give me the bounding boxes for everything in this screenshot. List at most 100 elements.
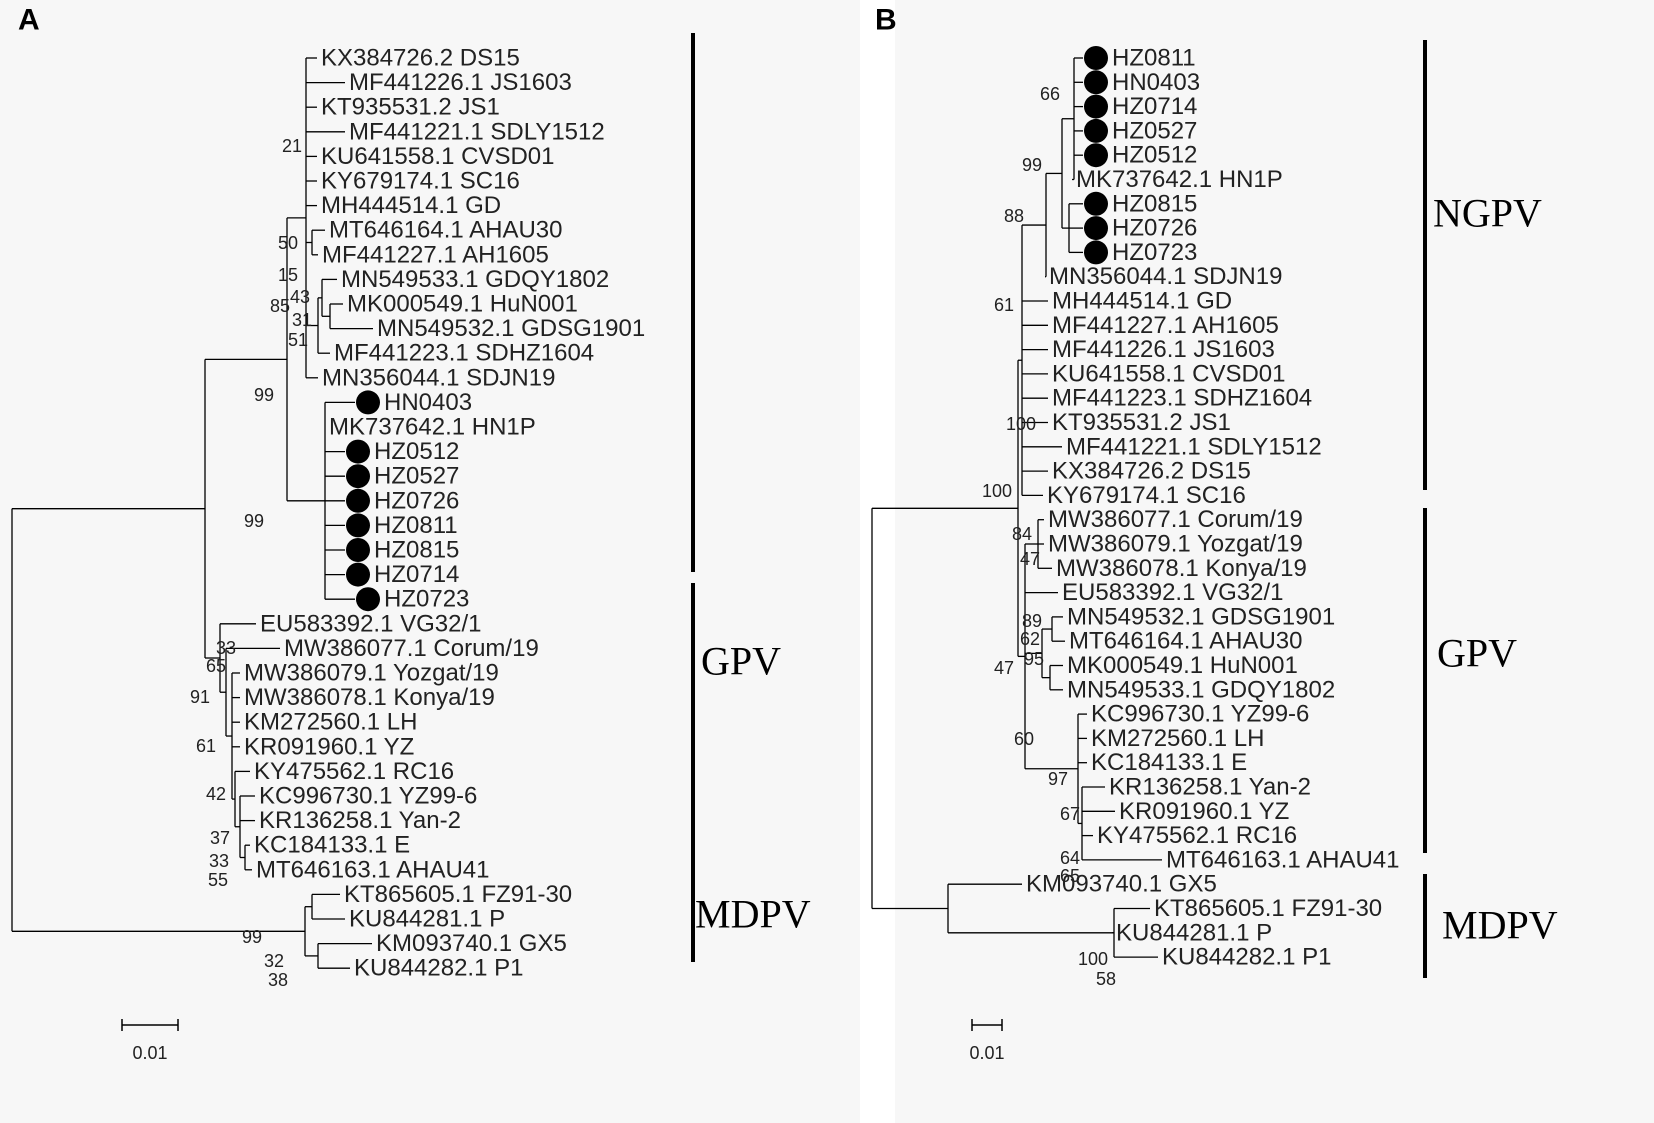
leaf-label: HZ0726 — [1112, 215, 1197, 242]
sample-marker-dot — [346, 562, 370, 587]
leaf-label: KT935531.2 JS1 — [1052, 409, 1231, 436]
leaf-label: MF441223.1 SDHZ1604 — [1052, 385, 1312, 412]
bootstrap-value: 47 — [994, 658, 1014, 678]
sample-marker-dot — [1084, 94, 1108, 119]
bootstrap-value: 99 — [244, 511, 264, 531]
bootstrap-value: 61 — [994, 295, 1014, 315]
sample-marker-dot — [1084, 216, 1108, 241]
leaf-label: HZ0811 — [374, 512, 458, 539]
leaf-label: MT646163.1 AHAU41 — [256, 856, 489, 883]
leaf-label: KM272560.1 LH — [1091, 725, 1264, 752]
leaf-label: KT865605.1 FZ91-30 — [344, 881, 572, 908]
clade-label: NGPV — [1433, 191, 1542, 236]
leaf-label: HZ0815 — [374, 537, 459, 564]
panel-b: HZ0811HN0403HZ0714HZ0527HZ0512MK737642.1… — [871, 4, 1558, 1063]
sample-marker-dot — [1084, 240, 1108, 265]
leaf-label: KY679174.1 SC16 — [1047, 482, 1246, 509]
leaf-label: MT646163.1 AHAU41 — [1166, 846, 1399, 873]
leaf-label: EU583392.1 VG32/1 — [1062, 579, 1284, 606]
leaf-label: KC184133.1 E — [254, 832, 410, 859]
sample-marker-dot — [356, 390, 380, 415]
leaf-label: HN0403 — [384, 389, 472, 416]
scale-label: 0.01 — [969, 1043, 1004, 1063]
leaf-label: MF441226.1 JS1603 — [349, 69, 572, 96]
bootstrap-value: 65 — [1060, 866, 1080, 886]
sample-marker-dot — [346, 439, 370, 464]
bootstrap-value: 50 — [278, 233, 298, 253]
leaf-label: MF441221.1 SDLY1512 — [349, 118, 605, 145]
leaf-label: HZ0512 — [1112, 142, 1197, 169]
leaf-label: HZ0527 — [374, 463, 459, 490]
leaf-label: EU583392.1 VG32/1 — [260, 610, 482, 637]
leaf-label: KU641558.1 CVSD01 — [1052, 360, 1285, 387]
leaf-label: HZ0723 — [384, 586, 469, 613]
bootstrap-value: 42 — [206, 784, 226, 804]
panel-letter: A — [18, 4, 40, 37]
leaf-label: HZ0714 — [374, 561, 459, 588]
leaf-label: MK000549.1 HuN001 — [1067, 652, 1298, 679]
bootstrap-value: 32 — [264, 951, 284, 971]
leaf-label: HZ0815 — [1112, 190, 1197, 217]
leaf-label: KM093740.1 GX5 — [376, 930, 567, 957]
leaf-label: KC996730.1 YZ99-6 — [259, 783, 477, 810]
bootstrap-value: 64 — [1060, 848, 1080, 868]
leaf-label: MW386077.1 Corum/19 — [1048, 506, 1303, 533]
leaf-label: KU844282.1 P1 — [1162, 944, 1331, 971]
bootstrap-value: 33 — [216, 638, 236, 658]
bootstrap-value: 100 — [1078, 949, 1108, 969]
leaf-label: MF441226.1 JS1603 — [1052, 336, 1275, 363]
panel-a-background — [0, 0, 860, 1123]
panel-b-background — [895, 0, 1654, 1123]
scale-label: 0.01 — [132, 1043, 167, 1063]
leaf-label: KU641558.1 CVSD01 — [321, 143, 554, 170]
leaf-label: MF441227.1 AH1605 — [1052, 312, 1279, 339]
leaf-label: MF441227.1 AH1605 — [322, 241, 549, 268]
leaf-label: MW386079.1 Yozgat/19 — [1048, 531, 1303, 558]
bootstrap-value: 66 — [1040, 84, 1060, 104]
leaf-label: MN356044.1 SDJN19 — [1049, 263, 1282, 290]
sample-marker-dot — [346, 488, 370, 513]
leaf-label: MN549533.1 GDQY1802 — [341, 266, 609, 293]
leaf-label: MN549532.1 GDSG1901 — [377, 315, 645, 342]
bootstrap-value: 99 — [242, 927, 262, 947]
leaf-label: KR091960.1 YZ — [1119, 798, 1289, 825]
leaf-label: MK737642.1 HN1P — [1076, 166, 1283, 193]
bootstrap-value: 97 — [1048, 769, 1068, 789]
leaf-label: KT935531.2 JS1 — [321, 94, 500, 121]
leaf-label: MW386077.1 Corum/19 — [284, 635, 539, 662]
bootstrap-value: 21 — [282, 136, 302, 156]
leaf-label: KX384726.2 DS15 — [321, 45, 520, 72]
leaf-label: KM272560.1 LH — [244, 709, 417, 736]
bootstrap-value: 38 — [268, 970, 288, 990]
bootstrap-value: 61 — [196, 736, 216, 756]
sample-marker-dot — [346, 464, 370, 489]
leaf-label: MW386079.1 Yozgat/19 — [244, 660, 499, 687]
sample-marker-dot — [1084, 118, 1108, 143]
leaf-label: MN549532.1 GDSG1901 — [1067, 603, 1335, 630]
bootstrap-value: 84 — [1012, 524, 1032, 544]
leaf-label: HZ0726 — [374, 487, 459, 514]
leaf-label: KM093740.1 GX5 — [1026, 871, 1217, 898]
leaf-label: KC184133.1 E — [1091, 749, 1247, 776]
leaf-label: MN549533.1 GDQY1802 — [1067, 676, 1335, 703]
leaf-label: KR091960.1 YZ — [244, 733, 414, 760]
leaf-label: KT865605.1 FZ91-30 — [1154, 895, 1382, 922]
sample-marker-dot — [1084, 70, 1108, 95]
leaf-label: KC996730.1 YZ99-6 — [1091, 701, 1309, 728]
bootstrap-value: 99 — [1022, 155, 1042, 175]
leaf-label: MH444514.1 GD — [1052, 288, 1232, 315]
clade-label: MDPV — [1442, 903, 1558, 948]
leaf-label: KX384726.2 DS15 — [1052, 458, 1251, 485]
bootstrap-value: 51 — [288, 330, 308, 350]
leaf-label: KU844281.1 P — [1116, 919, 1272, 946]
bootstrap-value: 43 — [290, 287, 310, 307]
leaf-label: HN0403 — [1112, 69, 1200, 96]
panel-letter: B — [875, 4, 897, 37]
leaf-label: HZ0811 — [1112, 45, 1196, 72]
bootstrap-value: 100 — [1006, 414, 1036, 434]
sample-marker-dot — [346, 538, 370, 562]
leaf-label: MH444514.1 GD — [321, 192, 501, 219]
leaf-label: MK000549.1 HuN001 — [347, 291, 578, 318]
bootstrap-value: 33 — [209, 851, 229, 871]
bootstrap-value: 65 — [206, 656, 226, 676]
